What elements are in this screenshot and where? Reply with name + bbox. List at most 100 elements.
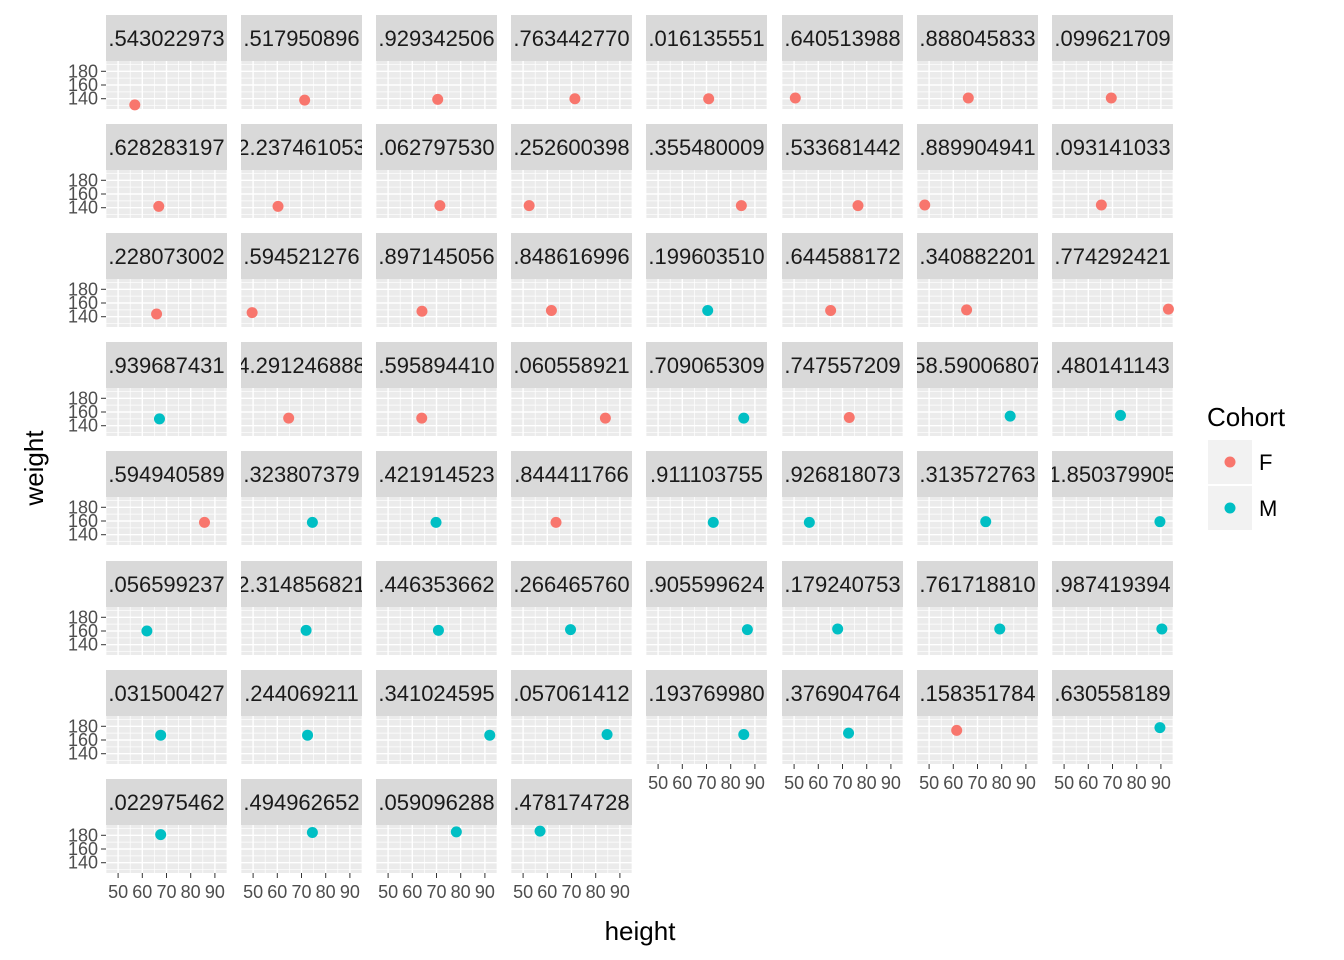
facet-strip [646,561,767,607]
y-tick-label: 140 [68,198,98,218]
facet-panel: .016135551 [645,15,768,109]
legend-label: F [1259,450,1272,475]
x-tick-label: 80 [857,773,877,793]
data-point [151,308,163,320]
y-axis: 1401601801401601801401601801401601801401… [68,61,106,873]
facet-panel: .376904764 [781,670,904,764]
data-point [545,305,557,317]
facet-strip-label: .905599624 [648,572,764,597]
data-point [299,94,311,106]
facet-panel: .478174728 [510,779,633,873]
data-point [434,200,446,212]
facet-strip [917,670,1038,716]
x-tick-label: 70 [696,773,716,793]
facet-panel: .517950896 [240,15,363,109]
facet-panel: .031500427 [105,670,228,764]
facet-strip-label: .421914523 [378,462,494,487]
data-point [272,200,284,212]
facet-panel: .022975462 [105,779,228,873]
facet-panel: .594521276 [240,233,363,327]
data-point [738,412,750,424]
x-tick-label: 90 [1151,773,1171,793]
x-tick-label: 80 [992,773,1012,793]
facet-panel: .059096288 [375,779,498,873]
y-tick-label: 180 [68,607,98,627]
y-tick-label: 180 [68,61,98,81]
y-tick-label: 140 [68,744,98,764]
facet-strip [241,124,362,170]
facet-strip [511,342,632,388]
data-point [306,827,318,839]
facet-strip-label: .640513988 [784,26,900,51]
facet-strip-label: .594940589 [108,462,224,487]
x-axis: 50 60 70 80 90 50 60 70 80 90 50 60 70 80 90 50 60 70 80 90… [108,764,1171,902]
data-point [246,307,258,319]
facet-strip-label: .747557209 [784,353,900,378]
facet-strip-label: .888045833 [919,26,1035,51]
data-point [1154,722,1166,734]
facet-panel: .889904941 [916,124,1039,218]
facet-strip [917,342,1038,388]
facet-panel: .939687431 [105,342,228,436]
x-tick-label: 60 [267,882,287,902]
data-point [1114,409,1126,421]
data-point [432,624,444,636]
facet-strip-label: .266465760 [513,572,629,597]
facet-strip [241,233,362,279]
data-point [735,200,747,212]
facet-strip [241,451,362,497]
facet-strip [106,561,227,607]
x-tick-label: 70 [291,882,311,902]
legend: Cohort FM [1207,402,1286,530]
facet-strip [106,15,227,61]
x-tick-label: 70 [1102,773,1122,793]
x-tick-label: 60 [537,882,557,902]
facet-strip-label: .774292421 [1054,244,1170,269]
facet-strip-label: .761718810 [919,572,1035,597]
facet-strip [917,561,1038,607]
y-tick-label: 140 [68,853,98,873]
facet-strip [917,124,1038,170]
y-tick-label: 180 [68,388,98,408]
facet-strip [1052,670,1173,716]
facet-strip-label: .341024595 [378,681,494,706]
x-tick-label: 80 [451,882,471,902]
facet-strip-label: .244069211 [244,681,359,706]
x-tick-label: 70 [156,882,176,902]
facet-strip-label: .517950896 [243,26,359,51]
x-tick-label: 60 [1078,773,1098,793]
x-tick-label: 60 [943,773,963,793]
x-tick-label: 50 [648,773,668,793]
facet-strip [1052,233,1173,279]
facet-strip [782,124,903,170]
facet-strip [106,233,227,279]
facet-panel: .533681442 [781,124,904,218]
data-point [1004,410,1016,422]
legend-title: Cohort [1207,402,1286,432]
facet-panel: .640513988 [781,15,904,109]
facet-strip [782,15,903,61]
data-point [534,825,546,837]
facet-panel: .888045833 [916,15,1039,109]
data-point [994,623,1006,635]
x-tick-label: 60 [402,882,422,902]
facet-strip-label: 58.59006807 [913,353,1041,378]
facet-panel: .355480009 [645,124,768,218]
facet-strip [782,670,903,716]
data-point [432,93,444,105]
facet-panel: .062797530 [375,124,498,218]
facet-strip [646,670,767,716]
facet-strip-label: .313572763 [919,462,1035,487]
data-point [283,412,295,424]
facet-strip-label: .494962652 [243,790,359,815]
facet-strip [646,451,767,497]
facet-strip [646,15,767,61]
facet-strip [376,124,497,170]
data-point [155,829,167,841]
facet-panels: .543022973 .517950896 .929342506 .763442770… [105,15,1174,873]
facet-strip [511,233,632,279]
facet-strip [511,451,632,497]
facet-panel: .761718810 [916,561,1039,655]
x-tick-label: 80 [181,882,201,902]
facet-strip-label: .228073002 [108,244,224,269]
